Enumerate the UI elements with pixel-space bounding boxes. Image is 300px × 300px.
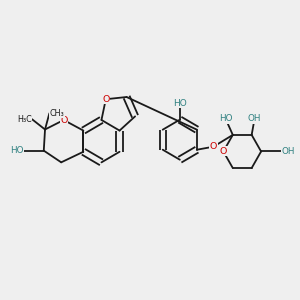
Text: OH: OH <box>248 114 261 123</box>
Text: HO: HO <box>173 99 187 108</box>
Text: HO: HO <box>10 146 23 155</box>
Text: O: O <box>60 116 68 124</box>
Text: O: O <box>102 95 110 104</box>
Text: HO: HO <box>219 114 232 123</box>
Text: H₃C: H₃C <box>17 115 32 124</box>
Text: OH: OH <box>281 147 295 156</box>
Text: CH₃: CH₃ <box>50 109 64 118</box>
Text: O: O <box>210 142 217 151</box>
Text: O: O <box>220 147 227 156</box>
